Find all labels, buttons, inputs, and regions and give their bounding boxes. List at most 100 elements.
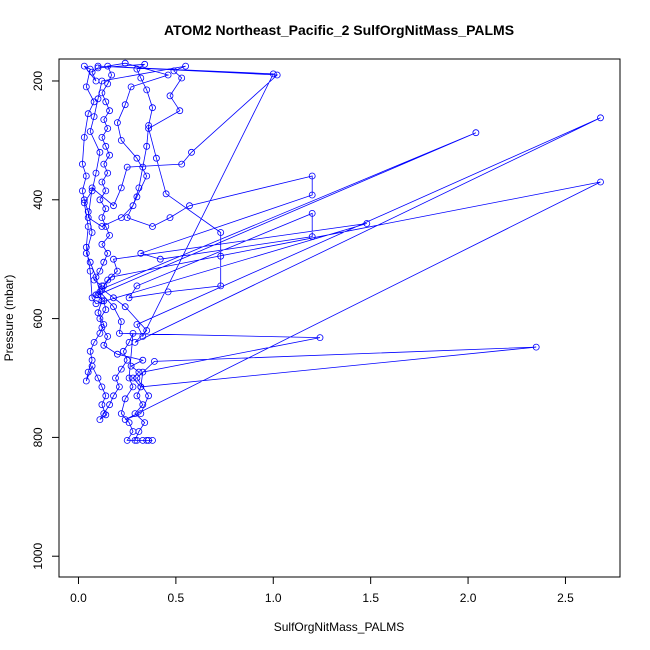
data-point [164,288,172,296]
data-point [145,436,153,444]
data-point [84,223,92,230]
data-point [119,347,127,355]
data-point [121,101,129,109]
data-point [117,214,125,222]
data-point [133,436,141,444]
x-tick-label: 2.5 [557,591,574,605]
data-point [597,114,604,122]
data-point [80,62,88,70]
data-point [141,60,149,68]
data-point [104,80,112,88]
data-point [308,191,316,199]
data-point [125,374,133,382]
data-point [114,119,121,126]
data-point [98,214,106,222]
data-point [217,229,225,236]
data-point [88,294,96,302]
data-point [152,154,160,162]
data-point [137,410,145,418]
data-point [98,133,106,141]
data-point [121,303,129,311]
data-point [217,282,225,290]
data-point [121,395,129,403]
data-point [108,71,115,79]
data-point [137,249,145,257]
data-point [137,383,145,391]
data-point [178,74,186,82]
data-point [98,282,106,290]
data-point [139,368,147,376]
x-axis-label: SulfOrgNitMass_PALMS [274,620,404,634]
data-point [166,92,174,100]
data-point [114,350,121,358]
data-point [104,249,112,257]
data-point [98,383,106,391]
data-point [98,401,106,409]
data-point [129,383,137,391]
data-point [79,160,86,168]
x-tick-label: 0.0 [70,591,87,605]
data-point [108,273,115,281]
data-point [98,285,106,293]
data-point [139,401,147,409]
data-point [117,136,125,144]
data-point [96,416,104,424]
chart-title: ATOM2 Northeast_Pacific_2 SulfOrgNitMass… [164,22,514,38]
data-point [94,309,102,317]
y-axis-label: Pressure (mbar) [2,275,16,362]
data-point [125,338,133,346]
data-point [123,163,131,171]
data-point [133,392,141,400]
data-point [98,89,106,97]
data-point [149,223,156,230]
data-point [273,71,281,79]
data-point [363,220,371,227]
series-line-0 [81,62,601,441]
x-axis: 0.0 0.5 1.0 1.5 2.0 2.5 [70,576,574,605]
data-point [82,83,90,91]
data-point [166,214,174,222]
data-point [102,187,110,195]
data-point [117,318,125,326]
y-tick-label: 600 [31,308,45,328]
data-point [96,329,104,337]
data-point [117,365,125,373]
data-point [176,107,184,115]
data-point [102,205,110,213]
data-point [86,65,94,73]
data-point [141,419,149,427]
data-point [96,315,104,323]
data-point [96,148,104,156]
data-point [110,303,117,311]
data-point [127,83,135,91]
data-point [84,368,92,376]
data-point [80,196,88,204]
data-point [96,267,104,275]
data-point [104,332,112,340]
data-point [149,104,156,112]
data-point [145,392,153,400]
data-point [129,428,137,435]
data-point [82,249,90,257]
y-tick-label: 200 [31,71,45,91]
data-point [123,436,131,444]
data-point [90,113,98,120]
data-point [316,334,324,342]
data-point [186,202,193,210]
data-point [82,172,90,180]
data-point [106,107,113,115]
data-point [102,142,110,150]
data-point [100,116,108,123]
data-point [106,401,113,409]
data-point [133,374,141,382]
data-point [86,128,94,135]
data-point [110,255,117,263]
data-point [86,347,94,355]
data-point [88,362,96,370]
data-point [86,267,94,275]
data-point [94,64,102,72]
data-point [217,252,225,260]
data-point [135,184,143,192]
data-point [143,327,151,334]
data-point [164,71,172,79]
